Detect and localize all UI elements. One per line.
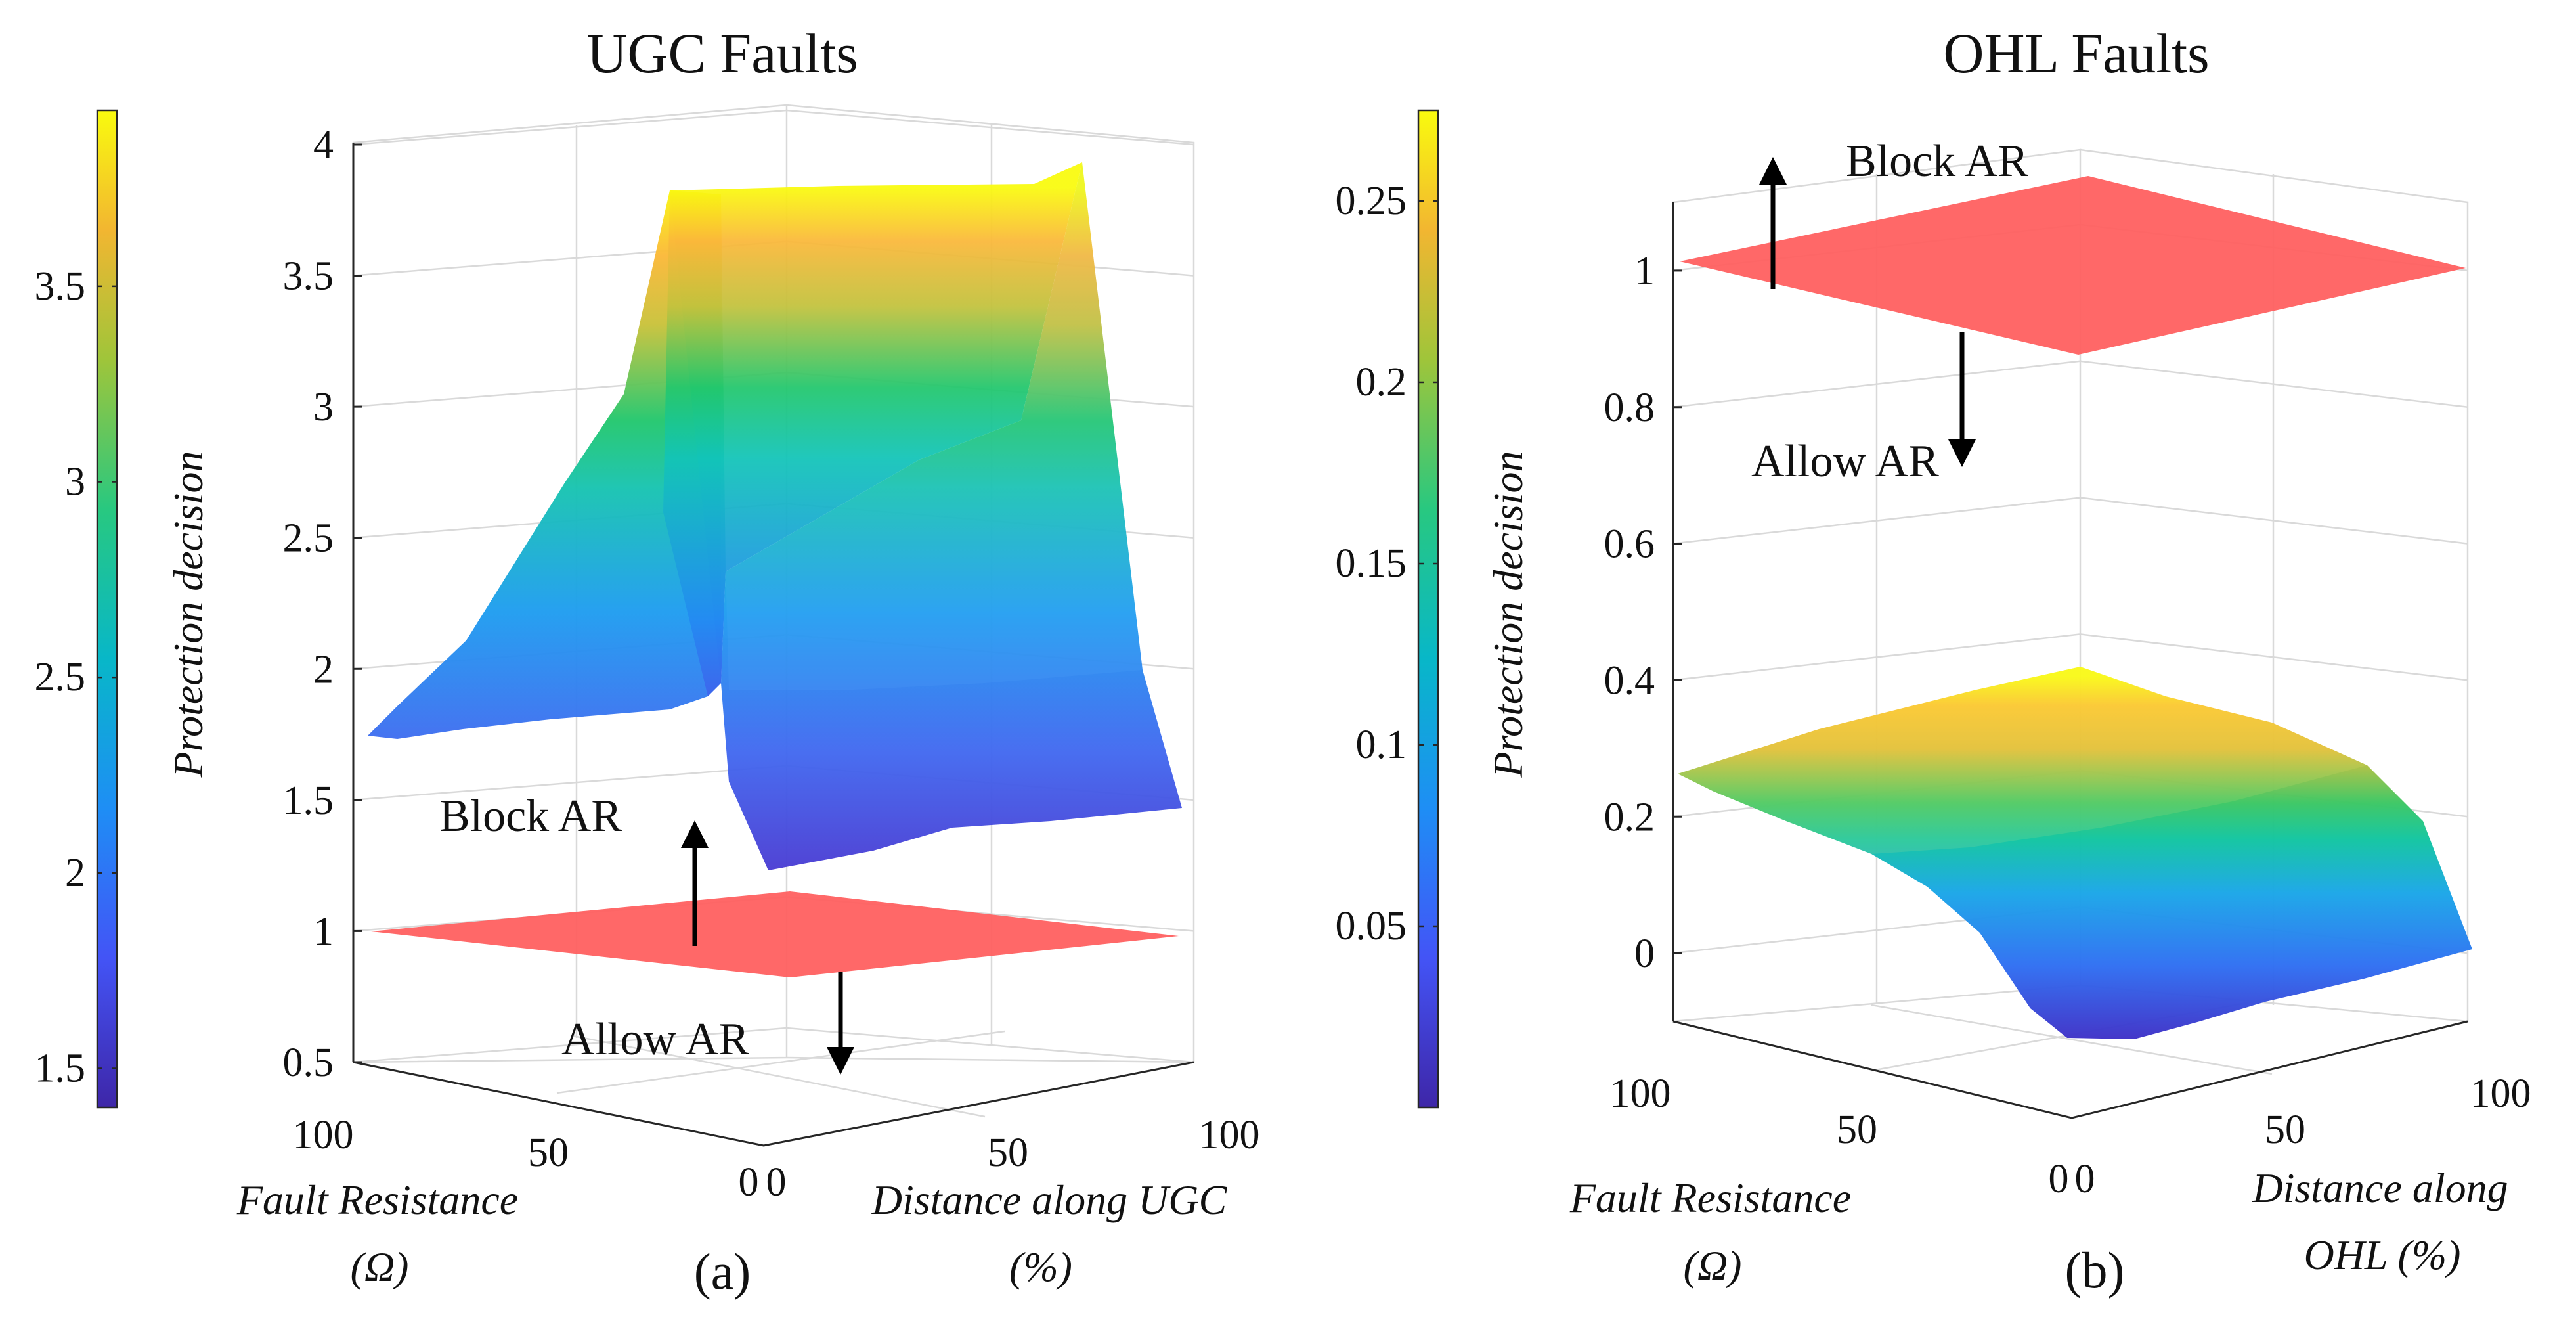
- z-tick-label: 1: [313, 909, 334, 954]
- floor-axes-b: [1672, 1020, 2468, 1119]
- ylabel-b: Distance along: [2252, 1165, 2508, 1211]
- ylabel-unit-b: OHL (%): [2304, 1232, 2461, 1278]
- dist-tick-a-0: 0: [766, 1160, 787, 1205]
- z-tick-label: 2: [313, 647, 334, 692]
- colorbar-b-ticks: 0.05 0.1 0.15 0.2 0.25: [1336, 179, 1438, 949]
- surface-a-right-face: [721, 162, 1182, 870]
- z-gridline: [1672, 633, 2468, 681]
- z-tick-label: 1.5: [283, 778, 334, 823]
- surface-a: [368, 162, 1182, 870]
- allow-ar-label-b: Allow AR: [1751, 436, 1939, 487]
- xlabel-unit-a: (Ω): [351, 1243, 409, 1290]
- dist-tick-b-50: 50: [2265, 1107, 2305, 1152]
- colorbar-tick-label: 2: [65, 851, 85, 895]
- colorbar-b-bar: [1417, 109, 1439, 1109]
- z-tick-labels-b: 0 0.2 0.4 0.6 0.8 1: [1604, 249, 1682, 976]
- surface-b: [1678, 667, 2472, 1039]
- block-ar-label-b: Block AR: [1846, 136, 2028, 187]
- threshold-plane-a: [371, 891, 1179, 977]
- xlabel-b: Fault Resistance: [1569, 1174, 1851, 1221]
- res-tick-a-50: 50: [528, 1130, 569, 1175]
- res-tick-b-100: 100: [1610, 1071, 1671, 1116]
- title-b: OHL Faults: [1943, 22, 2209, 85]
- xlabel-unit-b: (Ω): [1684, 1242, 1742, 1289]
- colorbar-tick-label: 3: [65, 460, 85, 504]
- panel-a: UGC Faults 1.5 2 2.5 3 3.5: [35, 22, 1260, 1300]
- threshold-plane-b: [1680, 176, 2466, 355]
- z-tick-label: 0.8: [1604, 386, 1655, 430]
- allow-ar-label-a: Allow AR: [561, 1014, 749, 1065]
- z-tick-label: 0.4: [1604, 658, 1655, 703]
- z-tick-label: 0.6: [1604, 522, 1655, 567]
- colorbar-a-bar: [96, 109, 118, 1109]
- floor-axes-a: [353, 1061, 1194, 1147]
- z-gridline: [1672, 497, 2468, 545]
- floor-grid-a2: [556, 1030, 1005, 1094]
- colorbar-tick-label: 0.25: [1336, 179, 1407, 223]
- colorbar-tick-label: 0.1: [1356, 723, 1407, 767]
- z-gridline: [353, 109, 1194, 146]
- colorbar-b: 0.05 0.1 0.15 0.2 0.25: [1336, 109, 1439, 1109]
- dist-tick-a-50: 50: [988, 1130, 1028, 1175]
- surface-a-top-sheet: [670, 162, 1082, 683]
- dist-tick-a-100: 100: [1199, 1113, 1260, 1157]
- ylabel-a: Distance along UGC: [871, 1176, 1228, 1223]
- colorbar-a: 1.5 2 2.5 3 3.5: [35, 109, 118, 1109]
- colorbar-tick-label: 0.05: [1336, 904, 1407, 949]
- floor-grid-a1: [573, 1035, 986, 1118]
- z-tick-label: 4: [313, 123, 334, 168]
- z-tick-label: 0: [1634, 931, 1655, 976]
- colorbar-tick-label: 3.5: [35, 264, 86, 309]
- dist-tick-b-0: 0: [2075, 1157, 2095, 1201]
- res-tick-b-0: 0: [2049, 1157, 2069, 1201]
- z-tick-label: 3: [313, 385, 334, 430]
- floor-tick-labels-a: 100 50 0 0 50 100: [293, 1113, 1260, 1205]
- surface-a-fold-ridge: [663, 190, 726, 696]
- back-wall-right-a: [786, 104, 1195, 1063]
- floor-tick-labels-b: 100 50 0 0 50 100: [1610, 1071, 2531, 1201]
- dist-tick-b-100: 100: [2470, 1071, 2531, 1116]
- res-tick-a-100: 100: [293, 1113, 354, 1157]
- z-tick-labels-a: 0.5 1 1.5 2 2.5 3 3.5 4: [283, 123, 362, 1085]
- surface-a-left-fold: [368, 190, 721, 739]
- floor-grid-b1: [1871, 1004, 2273, 1075]
- zlabel-a: Protection decision: [165, 451, 211, 778]
- title-a: UGC Faults: [586, 22, 858, 85]
- z-tick-label: 1: [1634, 249, 1655, 294]
- colorbar-tick-label: 2.5: [35, 655, 86, 700]
- panel-b: OHL Faults 0.05 0.1 0.15 0.2 0.25 0 0.2: [1336, 22, 2531, 1299]
- z-tick-label: 0.2: [1604, 795, 1655, 839]
- z-tick-label: 2.5: [283, 516, 334, 561]
- res-tick-a-0: 0: [739, 1160, 759, 1205]
- surface-b-highlight: [1678, 667, 2367, 854]
- surface-a-shading: [726, 162, 1143, 690]
- surface-b-sheet: [1678, 667, 2472, 1039]
- z-tick-label: 3.5: [283, 254, 334, 299]
- xlabel-a: Fault Resistance: [236, 1176, 518, 1223]
- colorbar-tick-label: 0.2: [1356, 360, 1407, 405]
- ylabel-unit-a: (%): [1009, 1243, 1072, 1290]
- zlabel-b: Protection decision: [1485, 451, 1531, 778]
- colorbar-tick-label: 0.15: [1336, 541, 1407, 586]
- res-tick-b-50: 50: [1837, 1107, 1877, 1152]
- z-gridline: [353, 1027, 1194, 1063]
- colorbar-a-ticks: 1.5 2 2.5 3 3.5: [35, 264, 117, 1090]
- panel-label-b: (b): [2065, 1241, 2125, 1299]
- block-ar-label-a: Block AR: [439, 791, 622, 841]
- z-tick-label: 0.5: [283, 1040, 334, 1085]
- panel-label-a: (a): [694, 1243, 751, 1300]
- z-gridline: [1672, 360, 2468, 408]
- colorbar-tick-label: 1.5: [35, 1046, 86, 1090]
